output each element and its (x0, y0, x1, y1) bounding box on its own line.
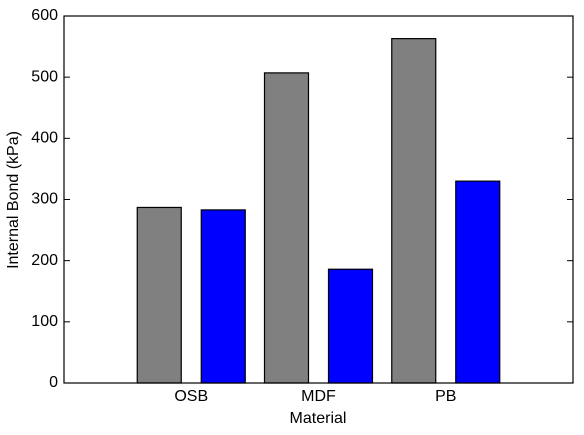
y-tick-label: 0 (49, 374, 58, 391)
bar (455, 180, 501, 384)
bar (327, 268, 374, 384)
y-tick-label: 400 (31, 130, 58, 147)
x-tick-label: PB (435, 388, 456, 405)
x-tick-label: MDF (301, 388, 336, 405)
plot-frame (63, 15, 574, 384)
x-axis-label: Material (290, 410, 347, 427)
y-tick-label: 300 (31, 191, 58, 208)
bar (200, 209, 246, 384)
y-axis-label: Internal Bond (kPa) (5, 131, 22, 269)
y-tick-label: 200 (31, 252, 58, 269)
y-tick-label: 600 (31, 7, 58, 24)
bar (263, 72, 310, 384)
bar (391, 38, 437, 384)
y-tick-label: 500 (31, 68, 58, 85)
y-tick-label: 100 (31, 313, 58, 330)
bar (136, 206, 182, 384)
x-tick-label: OSB (174, 388, 208, 405)
